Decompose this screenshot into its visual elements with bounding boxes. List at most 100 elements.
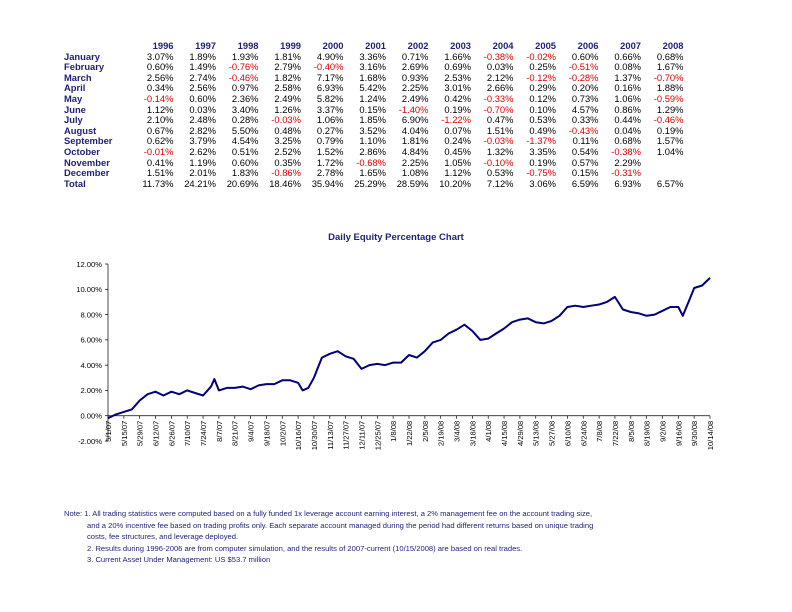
return-cell: -0.76% bbox=[228, 61, 259, 73]
return-cell: 0.24% bbox=[444, 135, 471, 147]
return-cell: 0.53% bbox=[486, 167, 514, 179]
return-cell: 0.15% bbox=[359, 103, 386, 115]
return-cell: 0.66% bbox=[614, 50, 641, 62]
month-label: April bbox=[64, 82, 86, 94]
return-cell: 1.37% bbox=[614, 71, 641, 83]
return-cell: 3.52% bbox=[359, 124, 386, 136]
chart-title: Daily Equity Percentage Chart bbox=[328, 232, 464, 243]
return-cell: 1.68% bbox=[359, 71, 386, 83]
month-label: December bbox=[64, 167, 110, 179]
return-cell: 4.57% bbox=[571, 103, 599, 115]
return-cell: 1.65% bbox=[359, 167, 386, 179]
return-cell: 2.74% bbox=[189, 71, 216, 83]
x-tick-label: 10/14/08 bbox=[706, 421, 715, 451]
return-cell: 0.62% bbox=[146, 135, 174, 147]
return-cell: 1.29% bbox=[656, 103, 684, 115]
return-cell: 1.89% bbox=[189, 50, 216, 62]
return-cell: 18.46% bbox=[269, 177, 301, 189]
return-cell: -1.40% bbox=[398, 103, 429, 115]
x-tick-label: 5/15/07 bbox=[120, 421, 129, 446]
return-cell: 0.51% bbox=[231, 145, 259, 157]
month-label: November bbox=[64, 156, 110, 168]
return-cell: 28.59% bbox=[396, 177, 429, 189]
return-cell: -0.01% bbox=[143, 145, 174, 157]
return-cell: 0.33% bbox=[571, 114, 599, 126]
return-cell: 1.51% bbox=[146, 167, 174, 179]
return-cell: 1.24% bbox=[359, 92, 386, 104]
return-cell: 0.08% bbox=[614, 61, 641, 73]
return-cell: -1.37% bbox=[526, 135, 556, 147]
return-cell: -0.38% bbox=[483, 50, 514, 62]
return-cell: 0.19% bbox=[444, 103, 471, 115]
y-tick-label: 4.00% bbox=[80, 361, 102, 370]
month-row: May -0.14% 0.60% 2.36% 2.49% 5.82% 1.24% 2.49% 0… bbox=[64, 92, 684, 105]
month-label: June bbox=[64, 103, 86, 115]
return-cell: 2.58% bbox=[274, 82, 301, 94]
return-cell: 1.88% bbox=[656, 82, 684, 94]
x-tick-label: 1/8/08 bbox=[389, 421, 398, 442]
return-cell: 2.86% bbox=[359, 145, 386, 157]
return-cell: 2.29% bbox=[614, 156, 641, 168]
month-row: September 0.62% 3.79% 4.54% 3.25% 0.79% 1.10% 1… bbox=[64, 136, 684, 147]
note-line-2: and a 20% incentive fee based on trading… bbox=[87, 520, 594, 530]
return-cell: 35.94% bbox=[311, 177, 344, 189]
return-cell: 7.17% bbox=[316, 71, 344, 83]
return-cell: -0.68% bbox=[356, 156, 386, 168]
return-cell: 1.66% bbox=[444, 50, 471, 62]
x-tick-label: 5/13/08 bbox=[532, 421, 541, 446]
return-cell: 0.73% bbox=[571, 92, 599, 104]
return-cell: 0.28% bbox=[231, 114, 259, 126]
return-cell: 6.93% bbox=[316, 82, 344, 94]
x-tick-label: 7/8/08 bbox=[595, 421, 604, 442]
x-tick-label: 3/18/08 bbox=[468, 421, 477, 446]
return-cell: 0.86% bbox=[614, 103, 641, 115]
return-cell: -0.70% bbox=[483, 103, 514, 115]
return-cell: 3.01% bbox=[444, 82, 471, 94]
month-row: December 1.51% 2.01% 1.83% -0.86% 2.78% 1.65% 1… bbox=[64, 168, 684, 179]
year-header: 2007 bbox=[620, 40, 641, 51]
return-cell: -0.59% bbox=[653, 92, 684, 104]
return-cell: 0.20% bbox=[571, 82, 599, 94]
year-header: 2001 bbox=[365, 40, 386, 51]
year-header: 2008 bbox=[662, 40, 684, 51]
return-cell: -0.46% bbox=[228, 71, 259, 83]
return-cell: 0.54% bbox=[571, 145, 599, 157]
x-tick-label: 8/21/07 bbox=[231, 421, 240, 446]
return-cell: 20.69% bbox=[226, 177, 259, 189]
return-cell: 1.85% bbox=[359, 114, 386, 126]
return-cell: 1.26% bbox=[274, 103, 301, 115]
return-cell: 2.49% bbox=[401, 92, 429, 104]
return-cell: -0.14% bbox=[143, 92, 174, 104]
return-cell: 0.07% bbox=[444, 124, 471, 136]
return-cell: 3.35% bbox=[529, 145, 556, 157]
x-tick-label: 6/12/07 bbox=[152, 421, 161, 446]
x-tick-label: 8/19/08 bbox=[643, 421, 652, 446]
year-header: 1996 bbox=[152, 40, 174, 51]
return-cell: 3.37% bbox=[316, 103, 344, 115]
note-line-1: Note: 1. All trading statistics were com… bbox=[64, 509, 593, 518]
x-tick-label: 9/4/07 bbox=[247, 421, 256, 442]
x-tick-label: 8/5/08 bbox=[627, 421, 636, 442]
year-header: 1999 bbox=[280, 40, 301, 51]
return-cell: 1.83% bbox=[231, 167, 259, 179]
x-tick-label: 9/18/07 bbox=[262, 421, 271, 446]
return-cell: 0.03% bbox=[189, 103, 216, 115]
return-cell: 2.36% bbox=[231, 92, 259, 104]
return-cell: 2.12% bbox=[486, 71, 514, 83]
return-cell: 0.60% bbox=[146, 61, 174, 73]
return-cell: 4.54% bbox=[231, 135, 259, 147]
return-cell: -0.46% bbox=[653, 114, 684, 126]
y-tick-label: 12.00% bbox=[76, 260, 102, 269]
x-tick-label: 6/24/08 bbox=[579, 421, 588, 446]
return-cell: 0.25% bbox=[529, 61, 556, 73]
return-cell: 0.93% bbox=[401, 71, 429, 83]
month-row: June 1.12% 0.03% 3.40% 1.26% 3.37% 0.15% -1.40%… bbox=[64, 103, 684, 116]
month-row: July 2.10% 2.48% 0.28% -0.03% 1.06% 1.85% 6.90%… bbox=[64, 115, 684, 126]
return-cell: 3.25% bbox=[274, 135, 301, 147]
return-cell: 2.01% bbox=[189, 167, 216, 179]
month-row: October -0.01% 2.62% 0.51% 2.52% 1.52% 2.86% 4.… bbox=[64, 145, 684, 158]
x-tick-label: 10/2/07 bbox=[278, 421, 287, 446]
return-cell: 0.48% bbox=[274, 124, 301, 136]
return-cell: 2.52% bbox=[274, 145, 301, 157]
return-cell: 0.97% bbox=[231, 82, 259, 94]
